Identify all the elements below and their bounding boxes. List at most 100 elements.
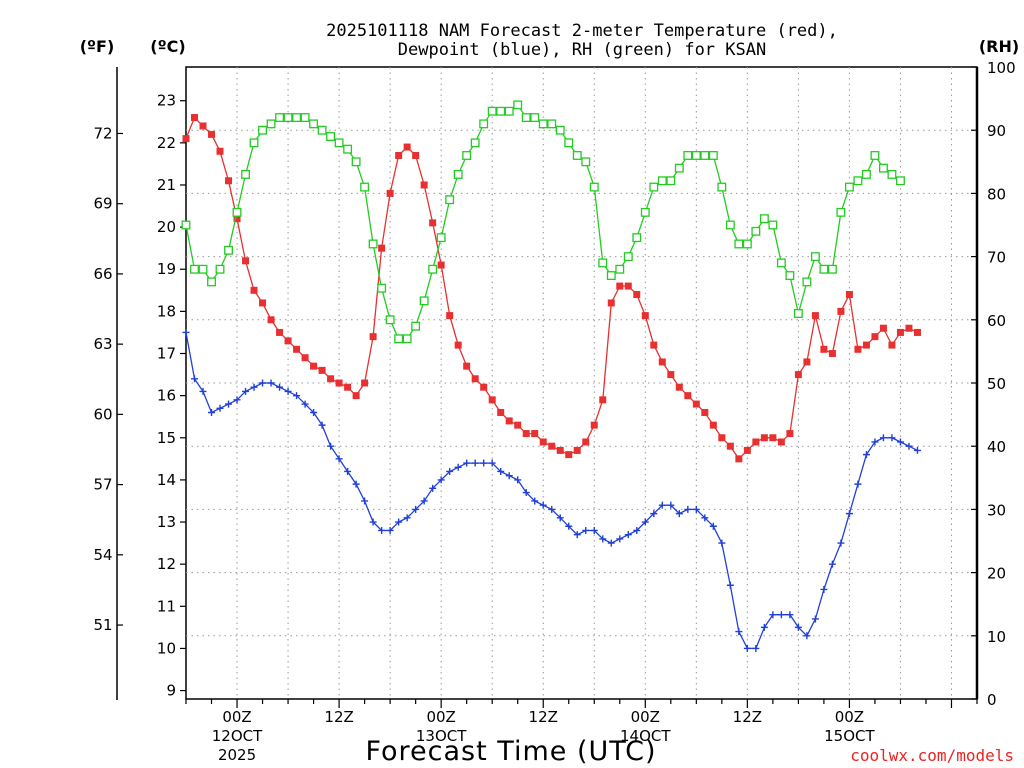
dewpoint-point <box>794 623 802 631</box>
dewpoint-point <box>471 459 479 467</box>
2-meter-temperature-point <box>505 417 513 425</box>
dewpoint-point <box>573 531 581 539</box>
rh-point <box>479 119 489 129</box>
2-meter-temperature-point <box>718 434 726 442</box>
rh-point <box>385 315 395 325</box>
rh-point <box>547 119 557 129</box>
rh-point <box>861 169 871 179</box>
rh-point <box>317 125 327 135</box>
rh-point <box>555 125 565 135</box>
rh-point <box>853 176 863 186</box>
celsius-tick-label: 10 <box>157 639 176 657</box>
dewpoint-point <box>412 505 420 513</box>
2-meter-temperature-point <box>709 421 717 429</box>
2-meter-temperature-point <box>794 371 802 379</box>
celsius-tick-label: 20 <box>157 218 176 236</box>
date-tick-label: 14OCT <box>620 727 671 745</box>
2-meter-temperature-point <box>403 143 411 151</box>
dewpoint-point <box>760 623 768 631</box>
rh-point <box>776 258 786 268</box>
rh-point <box>215 264 225 274</box>
dewpoint-point <box>769 611 777 619</box>
rh-point <box>504 106 514 116</box>
rh-point <box>844 182 854 192</box>
2-meter-temperature-point <box>310 362 318 370</box>
2-meter-temperature-point <box>233 215 241 223</box>
dewpoint-point <box>429 484 437 492</box>
celsius-tick-label: 22 <box>157 134 176 152</box>
fahrenheit-tick-label: 57 <box>93 476 112 494</box>
dewpoint-point <box>225 400 233 408</box>
2-meter-temperature-line <box>185 116 918 460</box>
time-tick-label: 00Z <box>222 708 251 726</box>
rh-point <box>640 207 650 217</box>
dewpoint-point <box>242 387 250 395</box>
rh-point <box>309 119 319 129</box>
dewpoint-point <box>599 535 607 543</box>
rh-point <box>190 264 199 274</box>
2-meter-temperature-point <box>743 446 751 454</box>
celsius-tick-label: 12 <box>157 555 176 573</box>
rh-point <box>249 138 259 148</box>
2-meter-temperature-point <box>471 375 479 383</box>
2-meter-temperature-point <box>607 299 615 307</box>
rh-point <box>283 113 293 123</box>
rh-point <box>581 157 591 167</box>
2-meter-temperature-point <box>684 392 692 400</box>
2-meter-temperature-point <box>369 333 377 341</box>
dewpoint-line <box>185 332 918 650</box>
celsius-tick-label: 19 <box>157 260 176 278</box>
dewpoint-point <box>403 514 411 522</box>
rh-point <box>428 264 438 274</box>
rh-point <box>734 239 744 249</box>
dewpoint-point <box>743 644 751 652</box>
2-meter-temperature-point <box>463 362 471 370</box>
rh-tick-label: 60 <box>987 312 1006 330</box>
2-meter-temperature-point <box>871 333 879 341</box>
rh-tick-label: 30 <box>987 501 1006 519</box>
rh-tick-label: 70 <box>987 249 1006 267</box>
rh-point <box>572 151 582 160</box>
dewpoint-point <box>284 387 292 395</box>
2-meter-temperature-point <box>573 446 581 454</box>
dewpoint-point <box>488 459 496 467</box>
rh-point <box>666 176 676 186</box>
2-meter-temperature-point <box>480 383 488 391</box>
dewpoint-point <box>361 497 369 505</box>
celsius-tick-label: 13 <box>157 513 176 531</box>
dewpoint-point <box>250 383 258 391</box>
rh-point <box>300 113 310 123</box>
chart-title-line1: 2025101118 NAM Forecast 2-meter Temperat… <box>326 21 838 41</box>
rh-point <box>725 220 735 230</box>
dewpoint-point <box>522 489 530 497</box>
2-meter-temperature-point <box>327 375 335 383</box>
time-tick-label: 00Z <box>835 708 864 726</box>
grid <box>186 67 977 699</box>
time-tick-label: 12Z <box>529 708 558 726</box>
dewpoint-point <box>854 480 862 488</box>
dewpoint-point <box>480 459 488 467</box>
dewpoint-point <box>752 644 760 652</box>
dewpoint-point <box>607 539 615 547</box>
dewpoint-point <box>879 434 887 442</box>
dewpoint-point <box>650 510 658 518</box>
fahrenheit-tick-label: 63 <box>93 335 112 353</box>
rh-point <box>513 100 523 110</box>
dewpoint-point <box>658 501 666 509</box>
2-meter-temperature-point <box>276 328 284 336</box>
rh-point <box>623 252 633 262</box>
2-meter-temperature-point <box>386 189 394 197</box>
fahrenheit-tick-label: 54 <box>93 546 112 564</box>
2-meter-temperature-point <box>837 307 845 315</box>
2-meter-temperature-point <box>216 147 224 155</box>
2-meter-temperature-point <box>208 130 216 138</box>
dewpoint-point <box>369 518 377 526</box>
dewpoint-point <box>463 459 471 467</box>
dewpoint-point <box>344 467 352 475</box>
rh-point <box>275 113 285 123</box>
2-meter-temperature-point <box>548 442 556 450</box>
2-meter-temperature-point <box>616 282 624 290</box>
rh-point <box>530 113 540 123</box>
2-meter-temperature-point <box>633 291 641 299</box>
